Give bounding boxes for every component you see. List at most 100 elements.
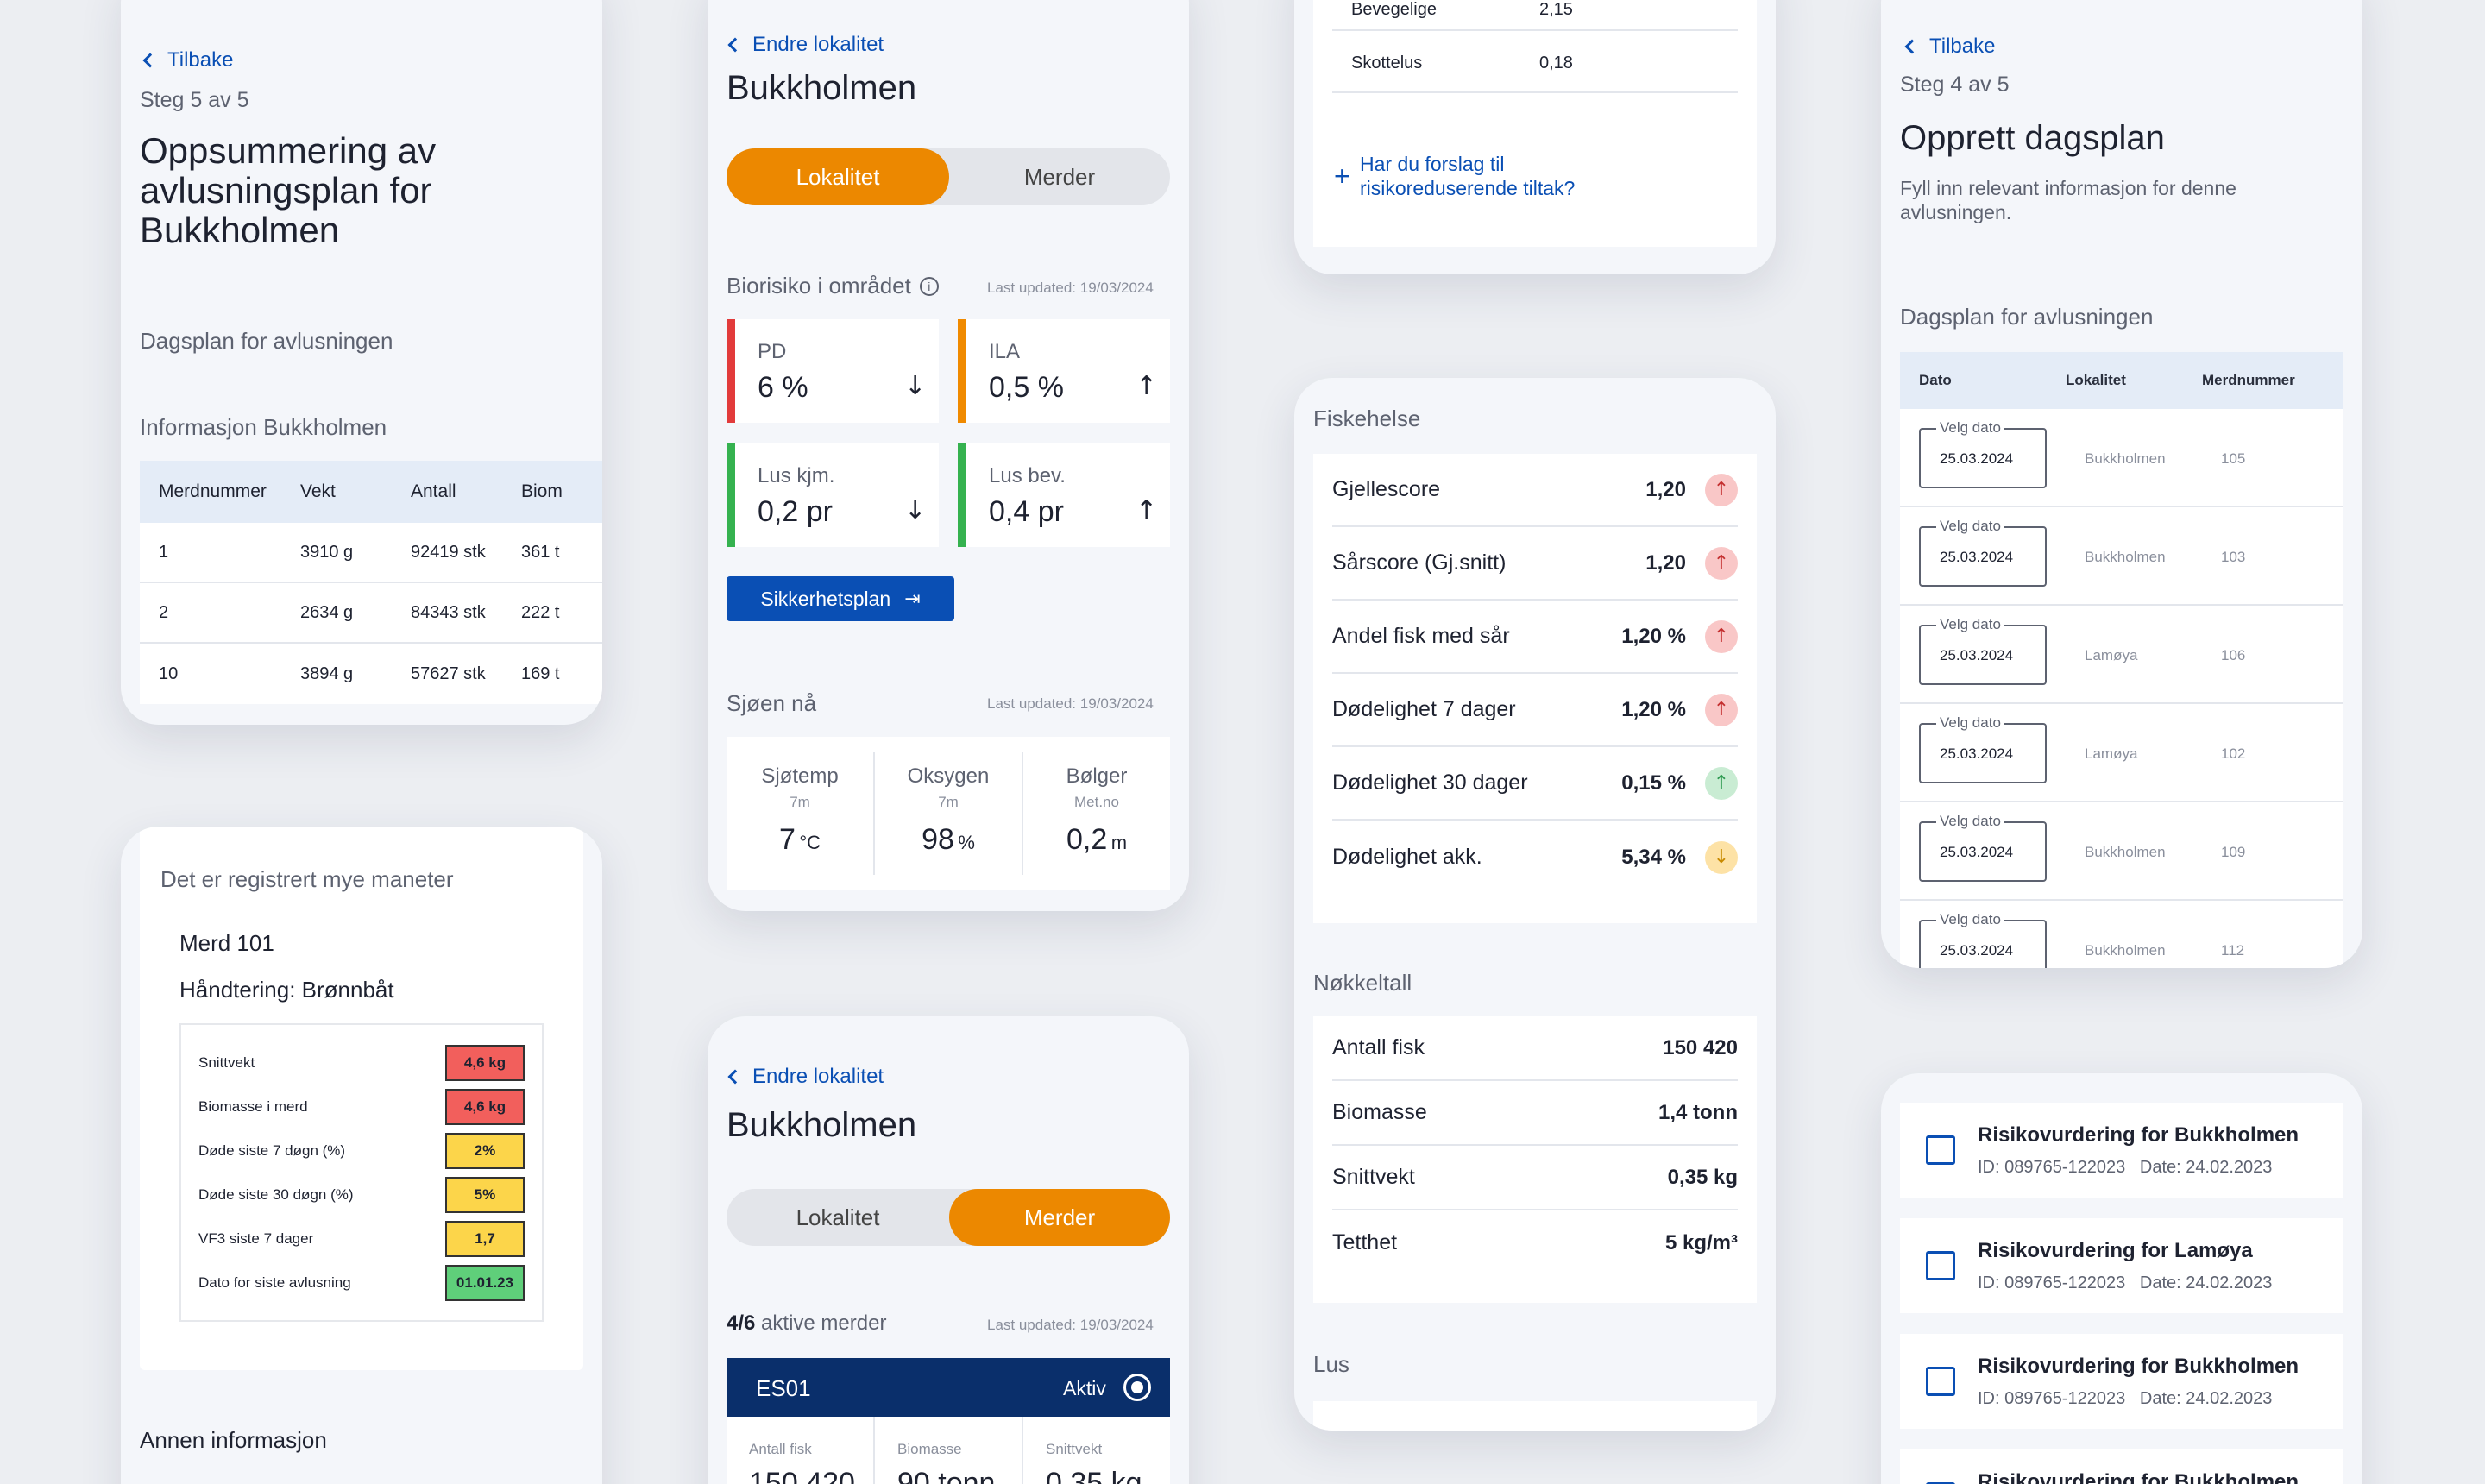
section-title: Fiskehelse [1313,406,1421,431]
date-field[interactable]: Velg dato 25.03.2024 [1919,419,2047,488]
page-title: Bukkholmen [727,69,917,107]
key-figures: Antall fisk 150 420 Biomasse 1,4 tonn Sn… [1313,1016,1757,1303]
table-header: Merdnummer Vekt Antall Biom [140,461,602,523]
table-row: Velg dato 25.03.2024 Bukkholmen 105 [1900,409,2343,507]
indicator-badge: 1,7 [445,1220,525,1257]
dayplan-table: Dato Lokalitet Merdnummer Velg dato 25.0… [1900,352,2343,968]
list-item[interactable]: Dødelighet 7 dager 1,20 % ↑ [1332,674,1738,747]
risk-tile-lus-kjm[interactable]: Lus kjm. 0,2 pr ↓ [727,443,939,547]
risk-item[interactable]: Risikovurdering for Bukkholmen ID: 08976… [1900,1103,2343,1198]
page-title: Oppsummering av avlusningsplan for Bukkh… [140,130,437,250]
description: Fyll inn relevant informasjon for denne … [1900,177,2236,223]
trend-up-icon: ↑ [1705,473,1738,506]
arrow-up-icon: ↑ [1136,495,1158,525]
list-item[interactable]: Andel fisk med sår 1,20 % ↑ [1332,601,1738,674]
table-row[interactable]: 2 2634 g 84343 stk 222 t [140,583,602,644]
arrow-up-icon: ↑ [1136,371,1158,401]
checkbox[interactable] [1926,1135,1955,1165]
merd-label: Merd 101 [179,930,274,956]
list-item[interactable]: Dødelighet akk. 5,34 % ↓ [1332,821,1738,894]
section-title: Annen informasjon [140,1427,327,1453]
change-locality-link[interactable]: Endre lokalitet [727,1065,884,1089]
last-updated: Last updated: 19/03/2024 [987,1317,1154,1333]
indicator-row: Biomasse i merd 4,6 kg [198,1085,525,1129]
back-link[interactable]: Tilbake [1904,35,1995,59]
change-locality-link[interactable]: Endre lokalitet [727,33,884,57]
warning-panel: Det er registrert mye maneter Merd 101 H… [140,827,583,1370]
list-item: Tetthet 5 kg/m³ [1332,1230,1738,1254]
risk-item[interactable]: Risikovurdering for Bukkholmen [1900,1449,2343,1484]
section-title: Lus [1313,1351,1349,1377]
lice-panel: Bevegelige 2,15 Skottelus 0,18 + Har du … [1313,0,1757,247]
risk-assessment-card: Risikovurdering for Bukkholmen ID: 08976… [1881,1073,2362,1484]
section-title: Dagsplan for avlusningen [1900,304,2154,330]
list-item[interactable]: Sårscore (Gj.snitt) 1,20 ↑ [1332,527,1738,601]
back-label: Tilbake [167,48,234,72]
risk-tile-ila[interactable]: ILA 0,5 % ↑ [958,319,1170,423]
sea-item-waves: Bølger Met.no 0,2 m [1066,764,1128,856]
trend-up-icon: ↑ [1705,619,1738,653]
section-title: Informasjon Bukkholmen [140,414,387,440]
lice-suggestion-card: Bevegelige 2,15 Skottelus 0,18 + Har du … [1294,0,1776,274]
dayplan-card: Tilbake Steg 4 av 5 Opprett dagsplan Fyl… [1881,0,2362,968]
last-updated: Last updated: 19/03/2024 [987,280,1154,296]
locality-card: Endre lokalitet Bukkholmen Lokalitet Mer… [708,0,1189,911]
table-row: Velg dato 25.03.2024 Bukkholmen 109 [1900,802,2343,901]
section-title: Dagsplan for avlusningen [140,328,393,354]
step-indicator: Steg 5 av 5 [140,88,249,112]
chevron-left-icon [727,1069,743,1085]
sea-title: Sjøen nå [727,690,817,716]
indicator-badge: 2% [445,1132,525,1169]
info-icon[interactable]: i [919,276,939,296]
date-field[interactable]: Velg dato 25.03.2024 [1919,518,2047,587]
table-row[interactable]: 1 3910 g 92419 stk 361 t [140,523,602,583]
indicator-row: VF3 siste 7 dager 1,7 [198,1217,525,1261]
table-row: Velg dato 25.03.2024 Lamøya 106 [1900,606,2343,704]
indicator-row: Snittvekt 4,6 kg [198,1041,525,1085]
external-link-icon: ⇥ [904,588,921,610]
trend-up-icon: ↑ [1705,766,1738,800]
checkbox[interactable] [1926,1251,1955,1280]
date-field[interactable]: Velg dato 25.03.2024 [1919,911,2047,968]
checkbox[interactable] [1926,1482,1955,1484]
list-item[interactable]: Gjellescore 1,20 ↑ [1332,454,1738,527]
back-link[interactable]: Tilbake [142,48,234,72]
cage-stats: Antall fisk 150 420 Biomasse 90 tonn Sni… [727,1417,1170,1484]
tab-merder[interactable]: Merder [949,1189,1170,1246]
radio-selected-icon[interactable] [1123,1374,1151,1401]
sea-item-temp: Sjøtemp 7m 7 °C [727,752,875,875]
fish-health-card: Fiskehelse Gjellescore 1,20 ↑ Sårscore (… [1294,378,1776,1431]
indicator-row: Dato for siste avlusning 01.01.23 [198,1261,525,1305]
indicator-badge: 01.01.23 [445,1264,525,1301]
arrow-down-icon: ↓ [904,495,927,525]
stat-item: Biomasse 90 tonn [875,1417,1023,1484]
risk-tile-lus-bev[interactable]: Lus bev. 0,4 pr ↑ [958,443,1170,547]
date-field[interactable]: Velg dato 25.03.2024 [1919,616,2047,685]
stat-item: Antall fisk 150 420 [727,1417,875,1484]
risk-item[interactable]: Risikovurdering for Bukkholmen ID: 08976… [1900,1334,2343,1429]
suggest-measures-link[interactable]: + Har du forslag til risikoreduserende t… [1334,153,1576,199]
list-item: Skottelus 0,18 [1332,31,1738,93]
risk-item[interactable]: Risikovurdering for Lamøya ID: 089765-12… [1900,1218,2343,1313]
tab-merder[interactable]: Merder [1023,163,1096,190]
table-row[interactable]: 10 3894 g 57627 stk 169 t [140,644,602,704]
tab-lokalitet[interactable]: Lokalitet [796,1204,880,1230]
table-row: Velg dato 25.03.2024 Bukkholmen 103 [1900,507,2343,606]
trend-up-icon: ↑ [1705,546,1738,580]
trend-up-icon: ↑ [1705,693,1738,726]
checkbox[interactable] [1926,1367,1955,1396]
risk-tile-pd[interactable]: PD 6 % ↓ [727,319,939,423]
trend-down-icon: ↓ [1705,840,1738,874]
list-item: Antall fisk 150 420 [1332,1016,1738,1081]
list-item: Bevegelige 2,15 [1332,0,1738,31]
arrow-down-icon: ↓ [904,371,927,401]
cage-header[interactable]: ES01 Aktiv [727,1358,1170,1417]
last-updated: Last updated: 19/03/2024 [987,695,1154,712]
indicator-badge: 5% [445,1176,525,1213]
indicator-row: Døde siste 30 døgn (%) 5% [198,1173,525,1217]
tab-lokalitet[interactable]: Lokalitet [727,148,949,205]
date-field[interactable]: Velg dato 25.03.2024 [1919,714,2047,783]
date-field[interactable]: Velg dato 25.03.2024 [1919,813,2047,882]
list-item[interactable]: Dødelighet 30 dager 0,15 % ↑ [1332,747,1738,821]
safety-plan-button[interactable]: Sikkerhetsplan ⇥ [727,576,954,621]
